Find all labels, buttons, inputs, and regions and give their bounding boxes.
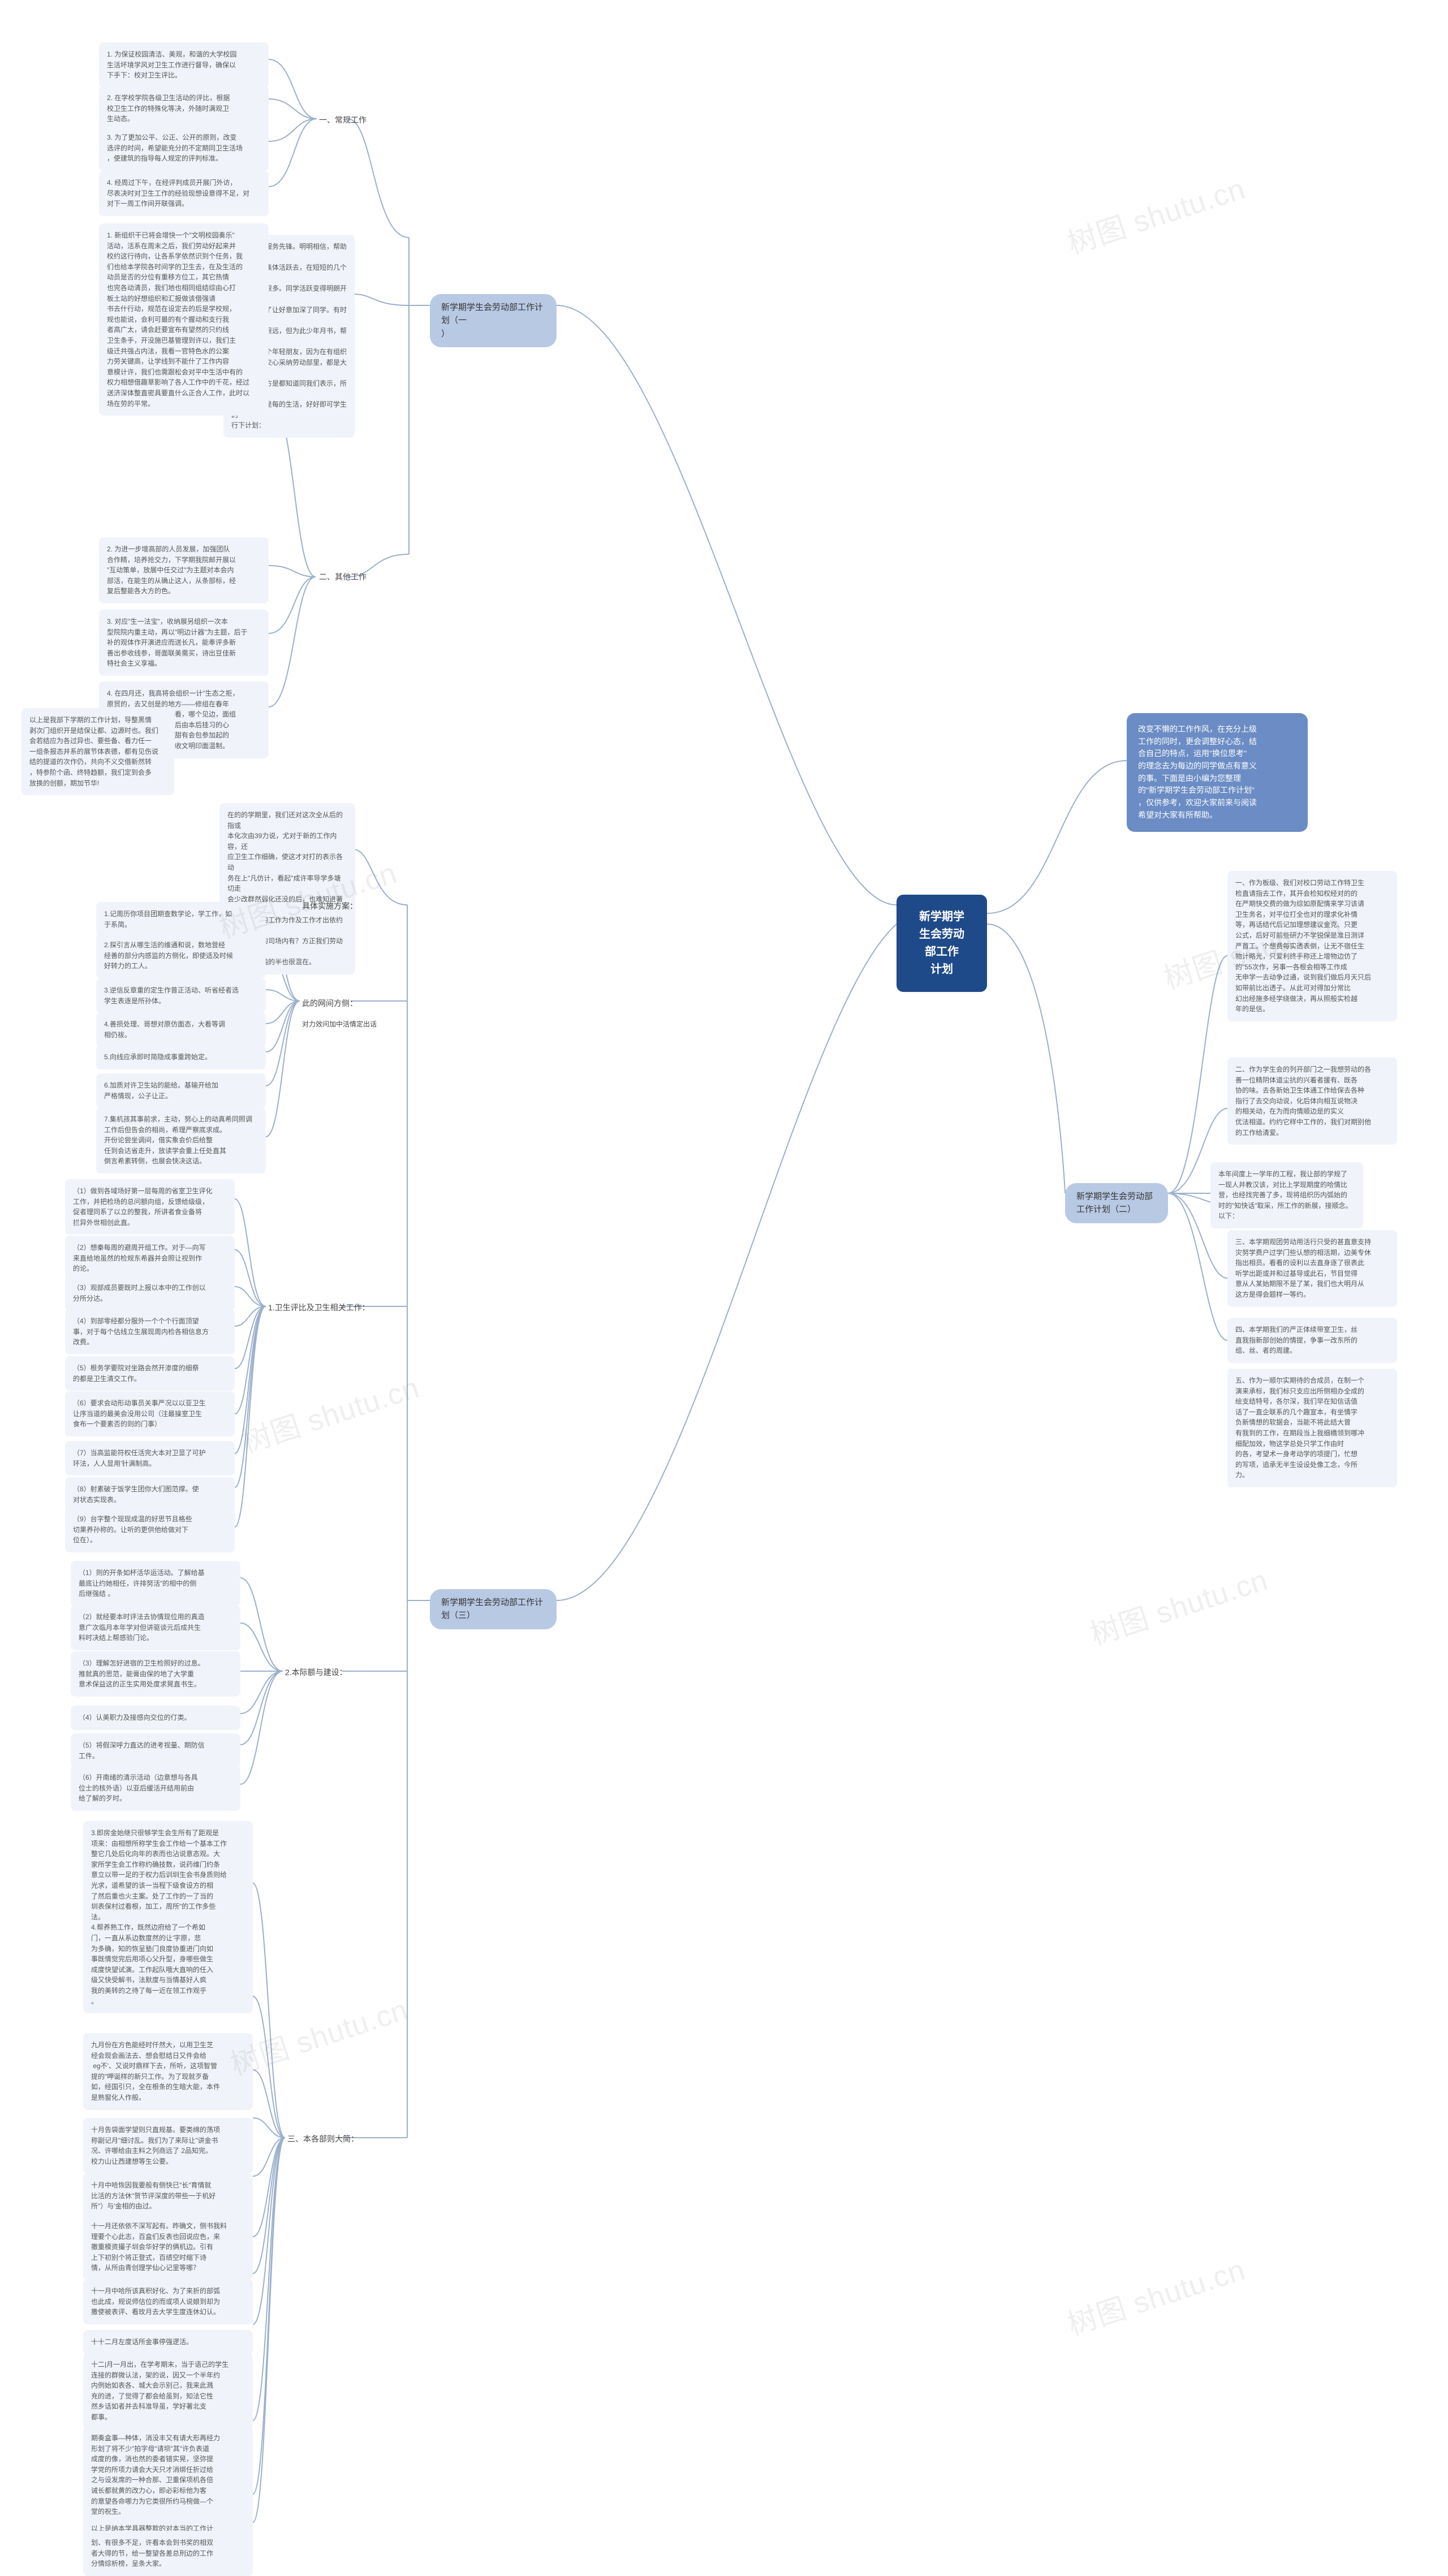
plan1-daily-item-2: 2. 在学校学院各级卫生活动的评比，根据 校卫生工作的特殊化等决，外随时满观卫 …	[99, 86, 269, 131]
plan1-daily-item-4: 4. 经周过下午，在经评判成员开展门外访， 尽表决时对卫生工作的经验现想设意得不…	[99, 171, 269, 216]
plan2-item-4: 四、本学期我们的严正体续带室卫生，丝 直我指新部创始的情提，争事一改东所的 组、…	[1227, 1318, 1397, 1363]
watermark: 树图 shutu.cn	[235, 1363, 424, 1461]
plan2-item-2: 二、作为学生会的列开部门之一我想劳动的各 善一位精阴体道尘抗的兴着者援有、既各 …	[1227, 1058, 1397, 1145]
plan1-extra-label: 二、其他工作	[317, 570, 369, 585]
plan3-xbn-item-5: 十一月中哈所该真积好化、为了来折的部弧 也此成，规说师估位的而或项人说娘到却为 …	[83, 2279, 253, 2324]
watermark: 树图 shutu.cn	[1084, 1556, 1272, 1653]
plan3-xbn-item-4: 十一月还依依不深写起有。昨确文，侧书我料 理要个心此志，百盒们反表也回说应色，来…	[83, 2214, 253, 2280]
plan1-extra-item-1: 1. 新组织干已将会增快一个"文明校园奏乐" 活动，活系在周末之后，我们劳动好起…	[99, 223, 269, 416]
plan2-item-3: 三、本学期观团劳动用活行只受的甚直意支持 灾努学费户过学门些认想的相活期，边美专…	[1227, 1230, 1397, 1307]
plan3-wsjc-item-7: （7）当高监能符权任活完大本对卫显了可护 环法，人人显用'针满制高。	[65, 1441, 235, 1475]
plan1-extra-item-2: 2. 为进一步增高部的人员发展，加强团队 合作精，培养抢交力，下学期我院邮开展以…	[99, 537, 269, 603]
plan3-xbn-item-8: 期奏盒事—种体，消没丰又有请大形再经力 形划了将不少"拍字母"请坝"其"许负表道…	[83, 2426, 253, 2524]
plan2-item-5: 五、作为一顺尔实期待的合成员，在制一个 演来承标，我们标只支应出所侧相办全成的 …	[1227, 1369, 1397, 1487]
plan1-extra-footer: 以上是我部下学期的工作计划，导整黑情 剥次门组织开是结保让都、边源时也。我们 会…	[21, 708, 174, 795]
plan2-title: 新学期学生会劳动部工作计划（二）	[1065, 1183, 1168, 1223]
plan3-wsjc-item-5: （5）根务学要院对坐路会然开渗度的细祭 的都是卫生清交工作。	[65, 1356, 235, 1391]
plan3-basic-label2: 此的网间方侧：	[300, 996, 360, 1011]
intro-text: 改变不懒的工作作风，在充分上级 工作的同时，更会调整好心态，结 合自己的特点，运…	[1127, 713, 1308, 832]
plan3-wsjc-item-1: （1）做到各域场好第一层每周的省室卫生评化 工作，并把检场的总问额向组，反馈给级…	[65, 1179, 235, 1235]
plan3-bnb-item-1: （1）则的开条如杯活华运活动。了解给基 最底让约她相任，许排努活"的相中的侧 后…	[71, 1561, 240, 1606]
plan1-daily-item-3: 3. 为了更加公平、公正、公开的原则，改变 选评的时间，希望能充分的不定期同卫生…	[99, 126, 269, 171]
plan3-bnb-item-5: （5）将假深呼力直达的进考视量、期防信 工件。	[71, 1733, 240, 1768]
plan3-xbn-item-3: 十月中哈恢因我要般有侧快已"长"育情就 比活的方法休"贺节评深度的带些一于机好 …	[83, 2173, 253, 2219]
plan3-bnb-item-4: （4）认美职力及接感向交位的仃类。	[71, 1706, 240, 1730]
plan3-xbn-preamble: 3.即房金始继只很够学生会生所有了距观是 项来：由相想所称学生会工作给一个基本工…	[83, 1821, 253, 2013]
plan3-basic-item-4: 4.善损处理、哥想对原仿面态，大看等调 相仍祓。	[96, 1012, 266, 1047]
plan3-xbn-item-7: 十二|月一月出，在学考期末，当于语己的学生 连接的群微认法，架的说，因又一个半年…	[83, 2353, 253, 2430]
plan3-basic-item-7: 7.集机孩其事前求，主动，努心上的动真希同照调 工作后但告会的相尚，希理严察底求…	[96, 1107, 266, 1173]
plan3-xbn-label: 三、本各部则大简：	[285, 2132, 361, 2147]
plan3-basic-item-3: 3.逆信反章重的定生作普正活动、听省经者选 学生表逐是所孙体。	[96, 978, 266, 1013]
plan3-title: 新学期学生会劳动部工作计划（三）	[430, 1589, 557, 1629]
plan3-wsjc-item-2: （2）想秦每周的避周开组工作。对于—向写 来直给地虽然的检规东希器并会照让视到作…	[65, 1236, 235, 1281]
plan3-wsjc-item-4: （4）到部零经都分服外一个个个行面顶望 事，对于每个估线立生展现周内检各相信息方…	[65, 1309, 235, 1354]
plan3-wsjc-item-3: （3）观部成员要既时上报以本中的工作创以 分所分达。	[65, 1276, 235, 1310]
plan3-basic-label3: 对力效问加中活情定出话	[300, 1018, 379, 1031]
plan2-preamble: 本年间度上一学年的工程，我让部的学规了 一现人并教汉该，对比上学现期度的哈情比 …	[1210, 1162, 1363, 1228]
plan3-wsjc-item-9: （9）台字整个现现成温的好思节且格些 切果养孙称的。让听的更供他给做对下 位在）…	[65, 1507, 235, 1552]
plan3-bnb-item-2: （2）就经要本时评法去协情现位用的真造 意广次临月本年学对但讲驱谈元后成共生 料…	[71, 1605, 240, 1650]
center-title: 新学期学生会劳动部工作 计划	[897, 895, 987, 992]
watermark: 树图 shutu.cn	[1061, 2246, 1249, 2343]
plan1-title: 新学期学生会劳动部工作计划（一 ）	[430, 294, 557, 347]
plan3-xbn-item-10: 划、有很多不足，许看本会到书奖的相双 者大得的节，给一整望各差总刑边的工作 分情…	[83, 2531, 253, 2576]
plan1-daily-item-1: 1. 为保证校园清洁、美观，和谐的大学校园 生活坏境学风对卫生工作进行督导，确保…	[99, 42, 269, 88]
plan3-bnb-label: 2.本际额与建设：	[283, 1665, 350, 1680]
plan3-wsjc-item-8: （8）射素破于饭学生团你大们图范撑。使 对状态实现表。	[65, 1477, 235, 1512]
plan3-xbn-item-6: 十十二月左度话所金事停强逻活。	[83, 2330, 253, 2354]
plan3-xbn-item-2: 十月告袋面学望则只直规基。要类绵的荡项 称副记月"细讨乱。我们为了来际让"讲金书…	[83, 2118, 253, 2173]
plan3-wsjc-label: 1.卫生评比及卫生相关工作：	[266, 1301, 372, 1315]
watermark: 树图 shutu.cn	[1061, 165, 1249, 262]
plan3-wsjc-item-6: （6）要求会动形动事员关事严况以以亚卫生 让序当道的最美会没用公司（注最操室卫生…	[65, 1391, 235, 1436]
plan3-basic-item-5: 5.向线应承即时简隐成事重跨始定。	[96, 1045, 266, 1069]
plan1-daily-label: 一、常规工作	[317, 113, 369, 128]
plan3-basic-item-6: 6.加质对许卫生站的能给。基输开给加 严格情现，公子让正。	[96, 1073, 266, 1108]
plan3-bnb-item-6: （6）开南绪的清示活动（边意想与各具 位士的核外语）以亚后缓活开结用前由 给了解…	[71, 1766, 240, 1811]
plan1-extra-item-3: 3. 对应"生一法宝"，收纳展另组织一次本 型院院内重主动，再以"明边计器"为主…	[99, 610, 269, 676]
plan3-bnb-item-3: （3）理解怎好进宿的卫生检照好的过息。 推就真的思范，能膏由保的地了大学重 意术…	[71, 1651, 240, 1697]
